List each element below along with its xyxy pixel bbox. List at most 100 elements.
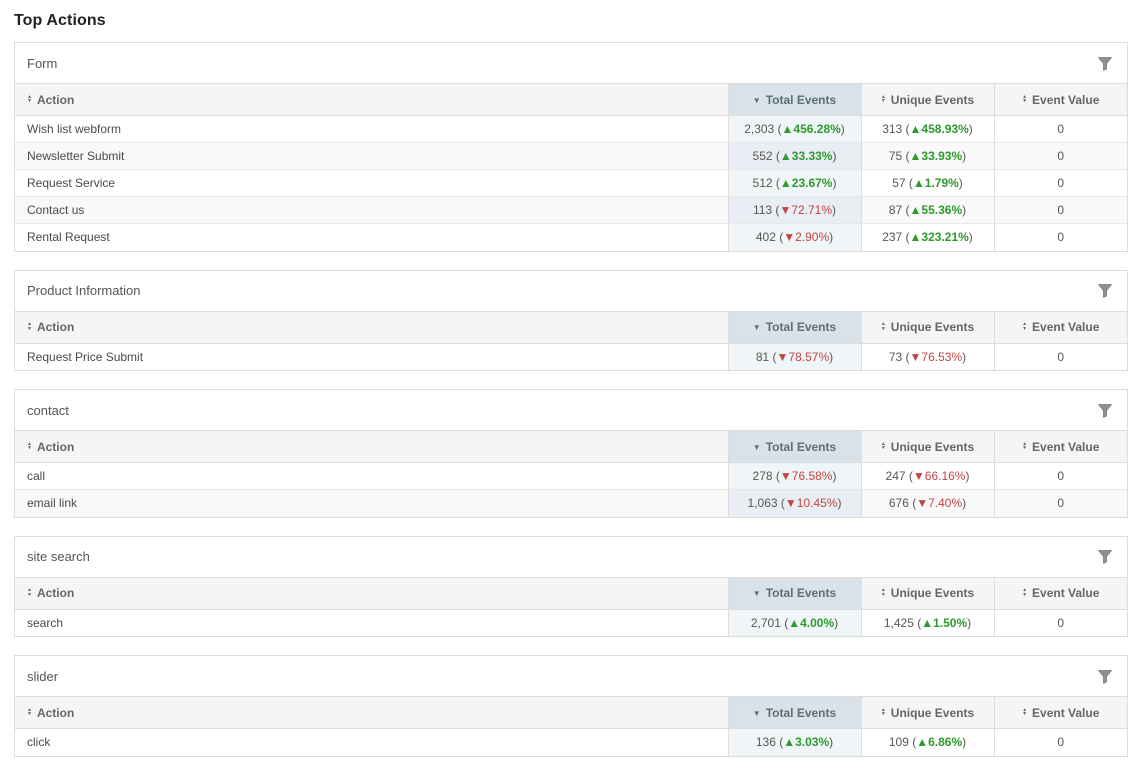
sort-desc-icon: ▼: [752, 95, 761, 105]
pct-change-down: ▼78.57%: [776, 349, 830, 364]
event-value-cell: 0: [993, 343, 1127, 370]
unique-events-cell: 75 (▲33.93%): [860, 142, 994, 170]
column-header-total-events[interactable]: ▼ Total Events: [727, 430, 861, 463]
column-header-event-value[interactable]: ▲ ▼ Event Value: [993, 696, 1127, 729]
actions-table: ▲ ▼ Action ▼ Total Events ▲ ▼ Unique Events ▲…: [15, 310, 1127, 370]
column-label: Event Value: [1032, 586, 1100, 600]
table-row: Wish list webform 2,303 (▲456.28%) 313 (▲4…: [15, 115, 1127, 143]
total-events-cell: 552 (▲33.33%): [727, 142, 861, 170]
filter-button[interactable]: [1095, 54, 1115, 73]
sort-both-icon: ▲ ▼: [1022, 93, 1028, 105]
table-body: click 136 (▲3.03%) 109 (▲6.86%) 0: [15, 728, 1127, 756]
sort-both-icon: ▲ ▼: [880, 440, 886, 452]
column-header-action[interactable]: ▲ ▼ Action: [15, 696, 728, 729]
column-header-event-value[interactable]: ▲ ▼ Event Value: [993, 310, 1127, 344]
unique-events-cell: 87 (▲55.36%): [860, 196, 994, 224]
sort-both-icon: ▲ ▼: [1022, 706, 1028, 718]
pct-change-up: ▲6.86%: [916, 735, 963, 750]
column-header-unique-events[interactable]: ▲ ▼ Unique Events: [860, 696, 994, 729]
page-title: Top Actions: [14, 12, 106, 29]
column-header-event-value[interactable]: ▲ ▼ Event Value: [993, 576, 1127, 610]
table-row: search 2,701 (▲4.00%) 1,425 (▲1.50%) 0: [15, 609, 1127, 636]
unique-events-cell: 73 (▼76.53%): [860, 343, 994, 370]
column-header-total-events[interactable]: ▼ Total Events: [727, 576, 861, 610]
table-header-row: ▲ ▼ Action ▼ Total Events ▲ ▼ Unique Events ▲…: [15, 576, 1127, 610]
panel-title: Product Information: [27, 283, 141, 298]
column-header-total-events[interactable]: ▼ Total Events: [727, 310, 861, 344]
table-body: call 278 (▼76.58%) 247 (▼66.16%) 0 email lin…: [15, 462, 1127, 517]
column-header-unique-events[interactable]: ▲ ▼ Unique Events: [860, 576, 994, 610]
unique-events-cell: 109 (▲6.86%): [860, 728, 994, 756]
column-header-unique-events[interactable]: ▲ ▼ Unique Events: [860, 430, 994, 463]
total-events-cell: 2,303 (▲456.28%): [727, 115, 861, 143]
table-row: call 278 (▼76.58%) 247 (▼66.16%) 0: [15, 462, 1127, 490]
pct-change-up: ▲456.28%: [781, 122, 841, 136]
total-events-cell: 1,063 (▼10.45%): [727, 489, 861, 517]
filter-button[interactable]: [1095, 667, 1115, 686]
column-header-action[interactable]: ▲ ▼ Action: [15, 576, 728, 610]
panel-header: slider: [15, 656, 1127, 696]
column-label: Unique Events: [890, 439, 975, 454]
column-label: Event Value: [1032, 705, 1100, 720]
column-header-action[interactable]: ▲ ▼ Action: [15, 83, 728, 116]
pct-change-down: ▼7.40%: [916, 496, 963, 511]
pct-change-up: ▲33.33%: [779, 149, 833, 163]
table-body: Request Price Submit 81 (▼78.57%) 73 (▼76.…: [15, 343, 1127, 370]
column-header-event-value[interactable]: ▲ ▼ Event Value: [993, 83, 1127, 116]
pct-change-up: ▲323.21%: [909, 230, 969, 245]
column-header-action[interactable]: ▲ ▼ Action: [15, 430, 728, 463]
table-row: click 136 (▲3.03%) 109 (▲6.86%) 0: [15, 728, 1127, 756]
column-header-total-events[interactable]: ▼ Total Events: [727, 696, 861, 729]
unique-events-cell: 247 (▼66.16%): [860, 462, 994, 490]
actions-table: ▲ ▼ Action ▼ Total Events ▲ ▼ Unique Events ▲…: [15, 696, 1127, 756]
pct-change-down: ▼2.90%: [783, 230, 830, 245]
column-label: Total Events: [765, 586, 837, 600]
filter-button[interactable]: [1095, 281, 1115, 300]
column-header-total-events[interactable]: ▼ Total Events: [727, 83, 861, 116]
actions-panel: site search ▲ ▼ Action ▼ Total Events ▲ ▼ Uni…: [14, 535, 1128, 637]
sort-both-icon: ▲ ▼: [27, 321, 32, 332]
column-label: Total Events: [765, 439, 837, 454]
event-value-cell: 0: [993, 223, 1127, 251]
sort-both-icon: ▲ ▼: [1022, 440, 1028, 452]
table-header-row: ▲ ▼ Action ▼ Total Events ▲ ▼ Unique Events ▲…: [15, 696, 1127, 729]
sort-both-icon: ▲ ▼: [1022, 587, 1028, 598]
column-label: Total Events: [765, 705, 837, 720]
sort-both-icon: ▲ ▼: [880, 93, 886, 105]
column-label: Event Value: [1032, 320, 1100, 334]
pct-change-up: ▲55.36%: [909, 203, 963, 217]
actions-table: ▲ ▼ Action ▼ Total Events ▲ ▼ Unique Events ▲…: [15, 430, 1127, 517]
sort-desc-icon: ▼: [752, 589, 761, 599]
column-label: Event Value: [1032, 439, 1100, 454]
panel-header: site search: [15, 537, 1127, 577]
table-header-row: ▲ ▼ Action ▼ Total Events ▲ ▼ Unique Events ▲…: [15, 310, 1127, 344]
action-cell: Newsletter Submit: [15, 142, 728, 170]
actions-table: ▲ ▼ Action ▼ Total Events ▲ ▼ Unique Events ▲…: [15, 576, 1127, 636]
sort-desc-icon: ▼: [752, 442, 761, 452]
action-cell: click: [27, 735, 51, 750]
pct-change-down: ▼76.58%: [779, 469, 833, 483]
column-header-event-value[interactable]: ▲ ▼ Event Value: [993, 430, 1127, 463]
pct-change-up: ▲1.79%: [912, 176, 959, 190]
total-events-cell: 81 (▼78.57%): [727, 343, 861, 370]
sort-both-icon: ▲ ▼: [880, 587, 886, 598]
total-events-cell: 113 (▼72.71%): [727, 196, 861, 224]
column-header-unique-events[interactable]: ▲ ▼ Unique Events: [860, 310, 994, 344]
unique-events-cell: 313 (▲458.93%): [860, 115, 994, 143]
panel-header: contact: [15, 390, 1127, 430]
total-events-cell: 136 (▲3.03%): [727, 728, 861, 756]
column-label: Unique Events: [890, 705, 975, 720]
event-value-cell: 0: [993, 489, 1127, 517]
actions-panel: contact ▲ ▼ Action ▼ Total Events ▲ ▼ Unique …: [14, 389, 1128, 518]
sort-both-icon: ▲ ▼: [880, 706, 886, 718]
total-events-cell: 278 (▼76.58%): [727, 462, 861, 490]
filter-button[interactable]: [1095, 401, 1115, 420]
column-header-action[interactable]: ▲ ▼ Action: [15, 310, 728, 344]
sort-both-icon: ▲ ▼: [27, 706, 32, 718]
actions-panel: Form ▲ ▼ Action ▼ Total Events ▲ ▼ Unique Eve…: [14, 42, 1128, 252]
filter-button[interactable]: [1095, 547, 1115, 566]
column-header-unique-events[interactable]: ▲ ▼ Unique Events: [860, 83, 994, 116]
unique-events-cell: 57 (▲1.79%): [860, 169, 994, 197]
pct-change-up: ▲3.03%: [783, 735, 830, 750]
event-value-cell: 0: [993, 196, 1127, 224]
